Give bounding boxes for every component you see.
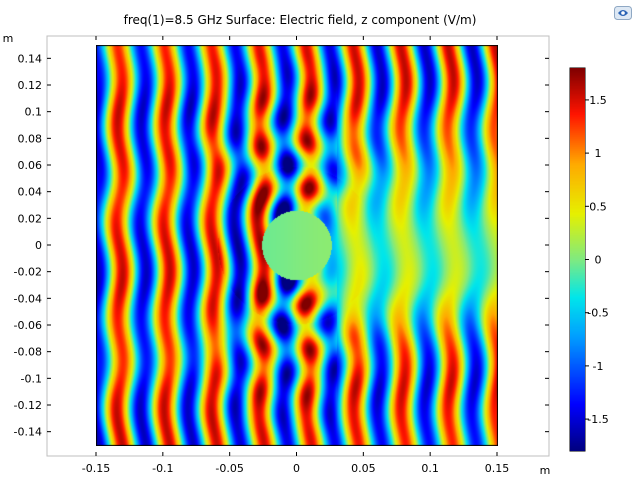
y-axis-unit-label: m bbox=[3, 32, 14, 45]
y-tick-label: 0.04 bbox=[18, 186, 43, 199]
y-tick-label: -0.08 bbox=[14, 346, 42, 359]
x-tick-label: 0.15 bbox=[485, 462, 510, 475]
y-tick-label: -0.1 bbox=[21, 372, 42, 385]
y-tick-label: -0.04 bbox=[14, 292, 42, 305]
y-tick-label: -0.12 bbox=[14, 399, 42, 412]
colorbar-tick-label: 1 bbox=[595, 147, 602, 160]
x-axis: -0.15 -0.1 -0.05 0 0.05 0.1 0.15 bbox=[82, 36, 509, 475]
axes-frame bbox=[46, 35, 550, 457]
colorbar-tick-label: 0.5 bbox=[589, 200, 607, 213]
colorbar-tick-label: 1.5 bbox=[589, 94, 607, 107]
colorbar-tick-label: 0 bbox=[595, 254, 602, 267]
x-tick-label: -0.1 bbox=[152, 462, 173, 475]
y-tick-label: -0.02 bbox=[14, 266, 42, 279]
colorbar bbox=[570, 68, 585, 451]
y-tick-label: 0 bbox=[35, 239, 42, 252]
y-tick-label: 0.14 bbox=[18, 52, 43, 65]
y-tick-label: -0.14 bbox=[14, 426, 42, 439]
electric-field-heatmap bbox=[96, 45, 498, 446]
x-tick-label: 0 bbox=[293, 462, 300, 475]
colorbar-tick-label: -0.5 bbox=[587, 307, 608, 320]
x-axis-unit-label: m bbox=[540, 464, 551, 477]
y-tick-label: 0.1 bbox=[25, 106, 43, 119]
colorbar-ticks: 1.5 1 0.5 0 -0.5 -1 -1.5 bbox=[585, 94, 609, 426]
colorbar-tick-label: -1 bbox=[593, 360, 604, 373]
x-tick-label: -0.05 bbox=[215, 462, 243, 475]
y-tick-label: 0.08 bbox=[18, 132, 43, 145]
y-tick-label: 0.06 bbox=[18, 159, 43, 172]
x-tick-label: -0.15 bbox=[82, 462, 110, 475]
y-tick-label: -0.06 bbox=[14, 319, 42, 332]
comsol-logo-icon[interactable] bbox=[614, 6, 632, 20]
y-tick-label: 0.12 bbox=[18, 79, 43, 92]
y-axis: 0.14 0.12 0.1 0.08 0.06 0.04 0.02 0 -0.02 -0.04 -0… bbox=[14, 52, 549, 439]
chart-title: freq(1)=8.5 GHz Surface: Electric field,… bbox=[124, 13, 477, 27]
x-tick-label: 0.1 bbox=[421, 462, 439, 475]
colorbar-tick-label: -1.5 bbox=[587, 413, 608, 426]
x-tick-label: 0.05 bbox=[351, 462, 376, 475]
y-tick-label: 0.02 bbox=[18, 212, 43, 225]
